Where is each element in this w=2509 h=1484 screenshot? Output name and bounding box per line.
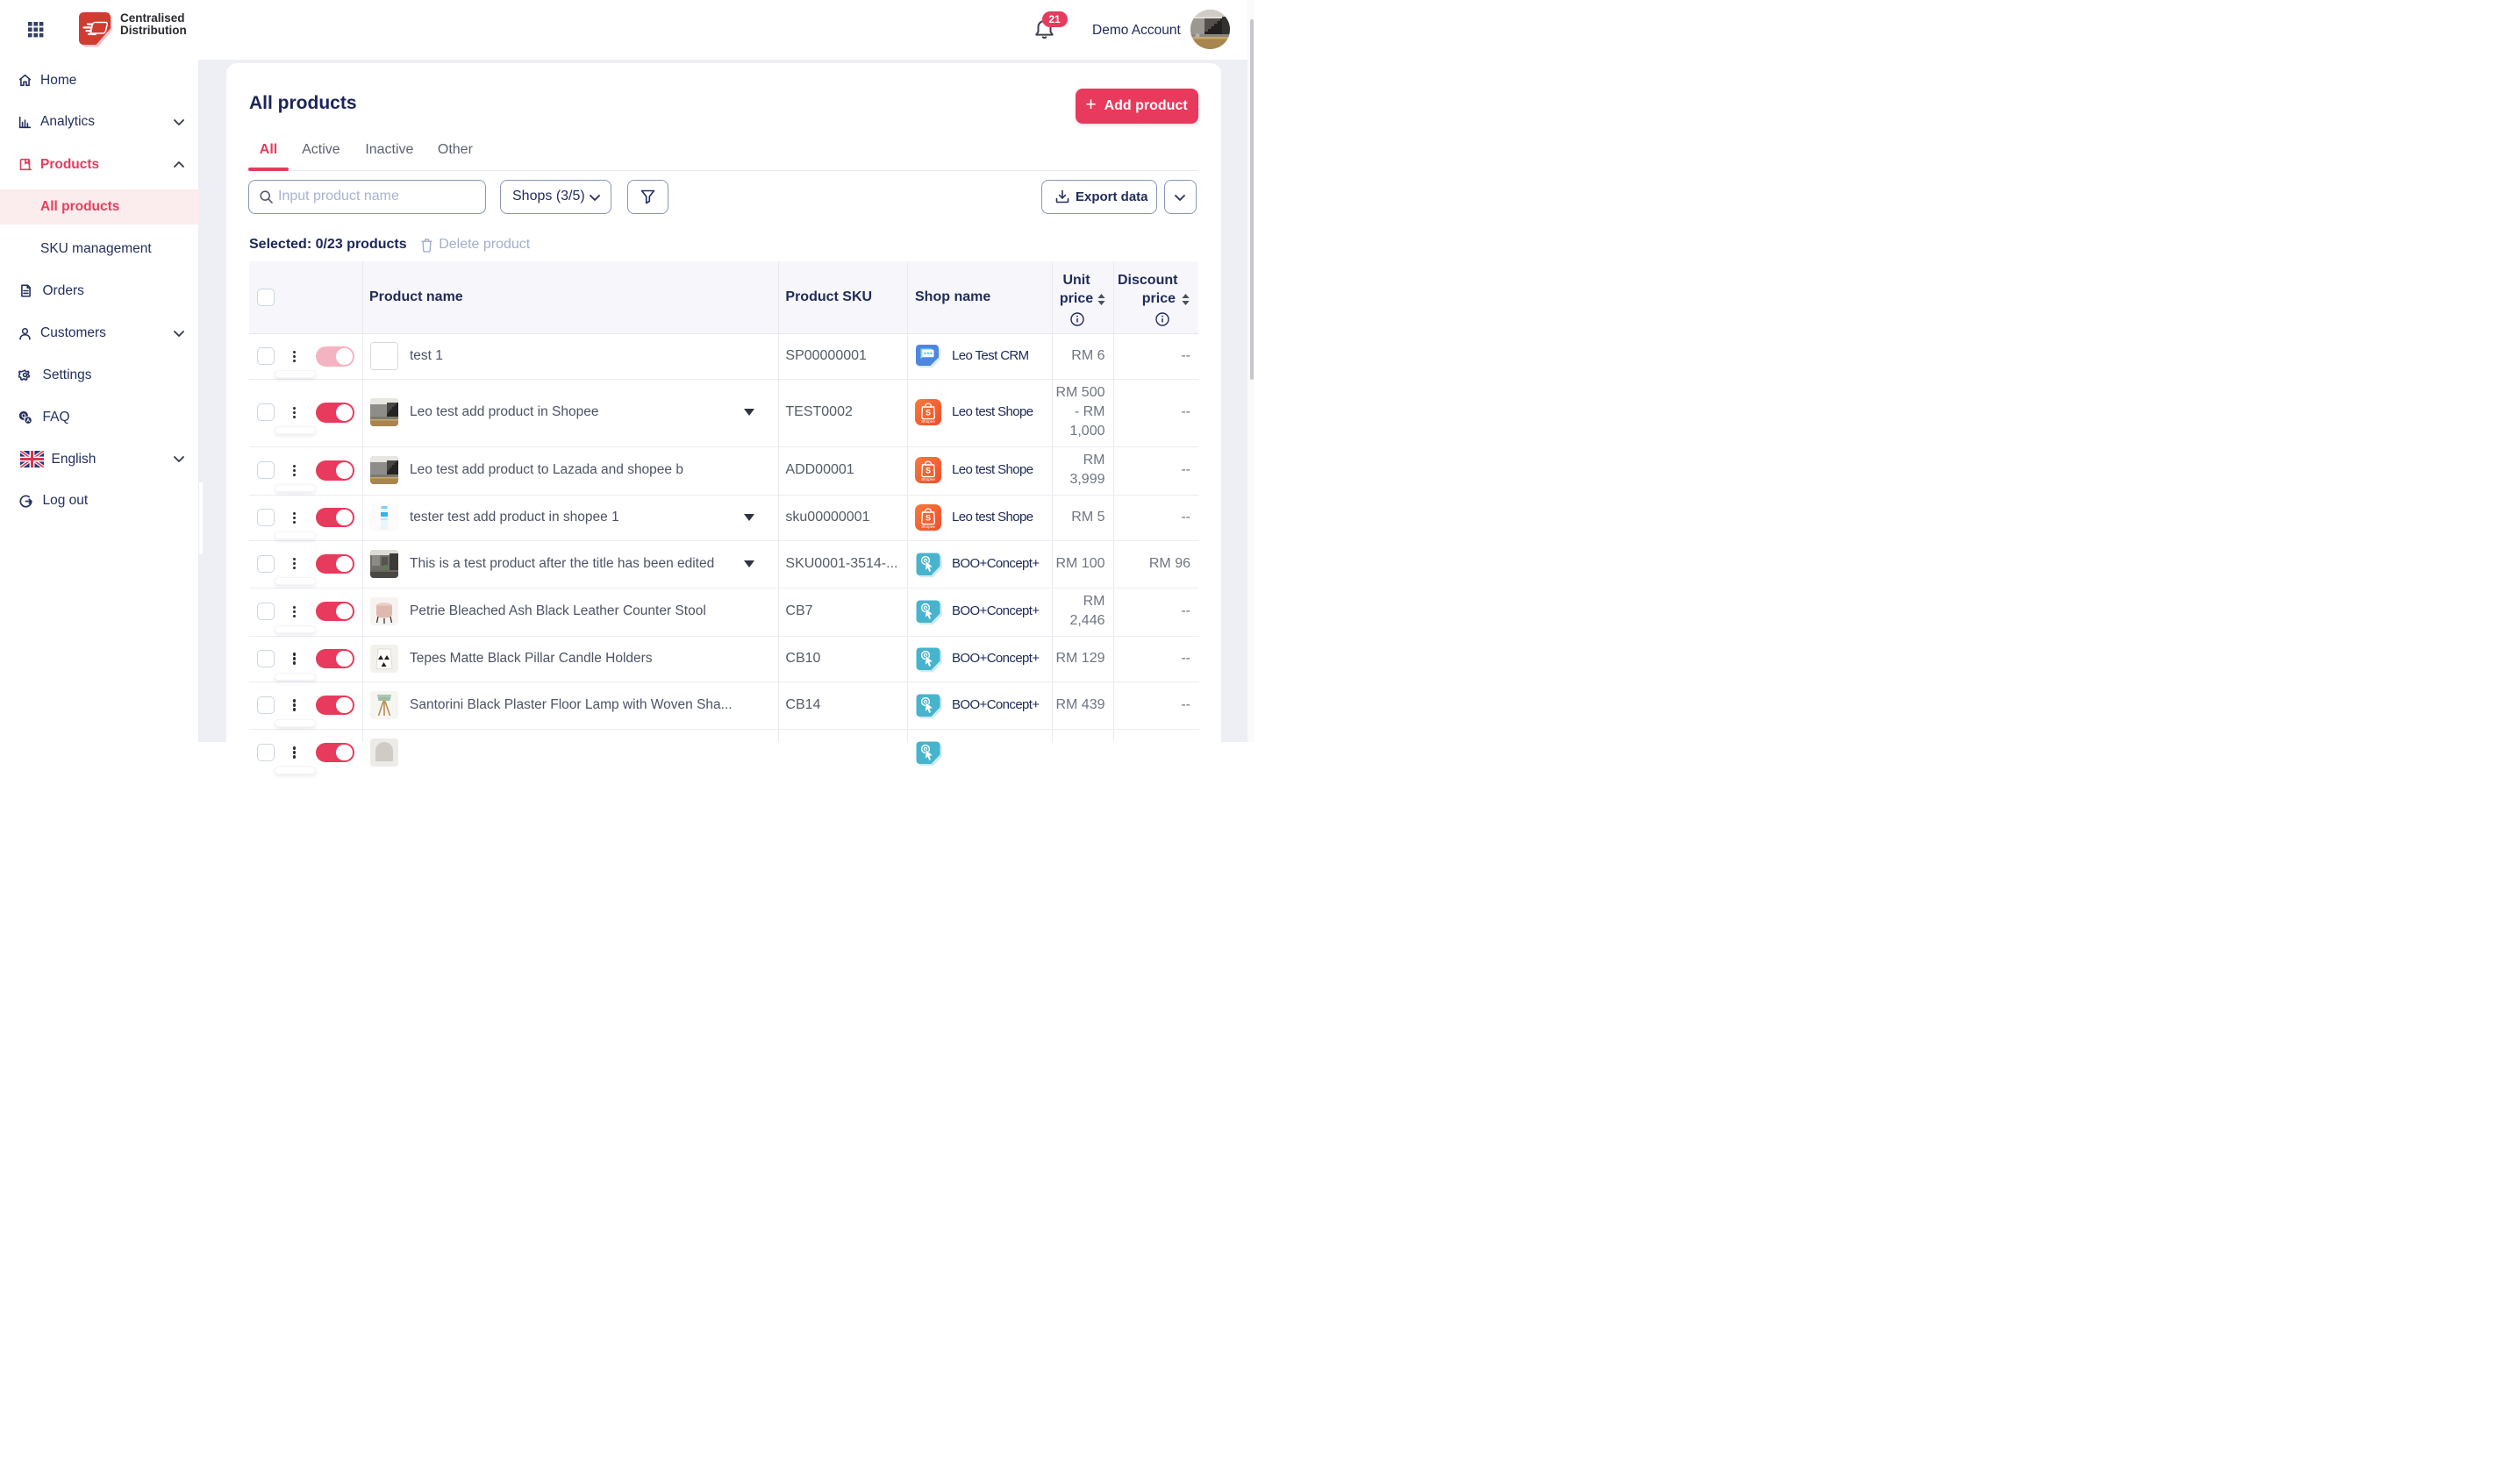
- svg-text:Q: Q: [21, 413, 25, 419]
- svg-text:Shopee: Shopee: [921, 419, 935, 424]
- svg-text:S: S: [926, 409, 931, 417]
- svg-text:S: S: [926, 467, 931, 475]
- svg-text:Shopee: Shopee: [921, 524, 935, 529]
- svg-text:A: A: [26, 418, 31, 424]
- svg-text:S: S: [926, 514, 931, 523]
- svg-text:Shopee: Shopee: [921, 477, 935, 482]
